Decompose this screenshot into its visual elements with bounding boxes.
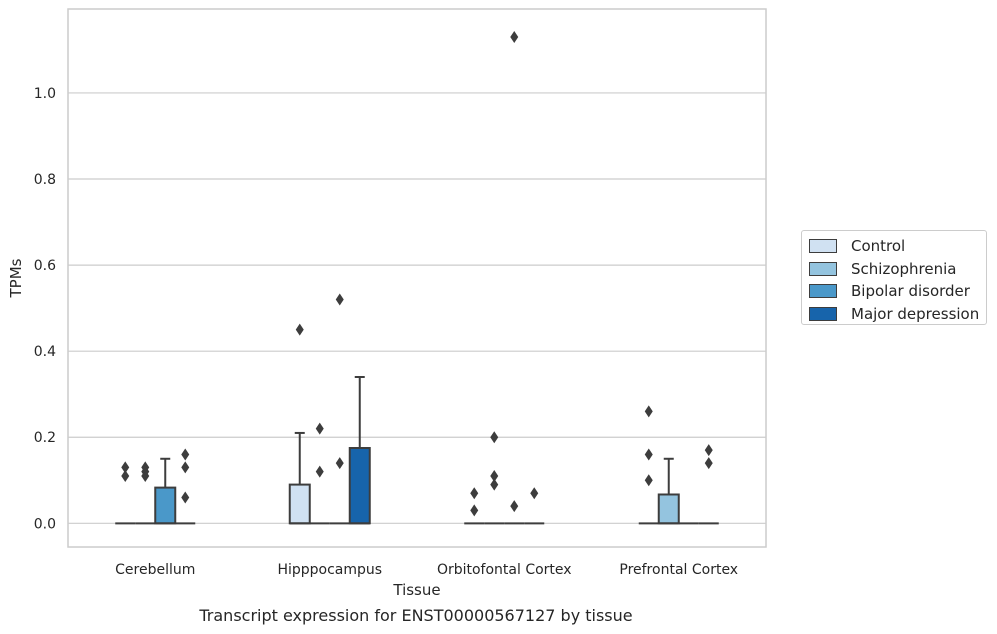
legend-label: Major depression <box>851 304 980 323</box>
legend-swatch <box>809 239 837 254</box>
box-major-depression <box>524 487 545 525</box>
box-bipolar-disorder <box>504 30 525 525</box>
outlier-point <box>315 422 324 435</box>
y-tick-label: 0.8 <box>34 172 56 188</box>
outlier-point <box>470 504 479 517</box>
legend-item: Major depression <box>802 303 986 326</box>
legend-item: Schizophrenia <box>802 258 986 281</box>
legend-label: Bipolar disorder <box>851 282 970 301</box>
y-tick-label: 0.2 <box>34 430 56 446</box>
legend-swatch <box>809 261 837 276</box>
x-axis-label: Tissue <box>392 581 440 599</box>
box-control <box>115 461 136 525</box>
y-tick-labels: 0.0 0.2 0.4 0.6 0.8 1.0 <box>34 86 56 532</box>
outlier-point <box>141 461 150 474</box>
boxes-layer <box>115 30 719 525</box>
outlier-point <box>530 487 539 500</box>
outlier-point <box>644 448 653 461</box>
y-tick-label: 1.0 <box>34 86 56 102</box>
outlier-point <box>121 469 130 482</box>
box-body <box>657 493 680 525</box>
legend: Control Schizophrenia Bipolar disorder Majo… <box>801 230 987 325</box>
y-axis-label: TPMs <box>7 258 25 298</box>
y-tick-label: 0.0 <box>34 516 56 532</box>
outlier-point <box>490 469 499 482</box>
outlier-point <box>644 474 653 487</box>
box-control <box>464 487 485 525</box>
legend-swatch <box>809 306 837 321</box>
box-major-depression <box>698 444 719 525</box>
outlier-point <box>181 491 190 504</box>
legend-label: Control <box>851 237 906 256</box>
legend-label: Schizophrenia <box>851 259 957 278</box>
outlier-point <box>490 478 499 491</box>
x-tick-labels: Cerebellum Hipppocampus Orbitofontal Corte… <box>115 562 738 578</box>
grid-lines <box>68 92 766 524</box>
box-body <box>348 447 371 525</box>
outlier-point <box>121 461 130 474</box>
outlier-point <box>181 461 190 474</box>
y-tick-label: 0.4 <box>34 344 56 360</box>
outlier-point <box>335 293 344 306</box>
box-control <box>288 323 311 525</box>
box-body <box>288 483 311 525</box>
legend-item: Bipolar disorder <box>802 280 986 303</box>
outlier-point <box>181 448 190 461</box>
outlier-point <box>704 457 713 470</box>
legend-item: Control <box>802 235 986 258</box>
box-schizophrenia <box>309 422 330 525</box>
outlier-point <box>704 444 713 457</box>
x-tick-label: Hipppocampus <box>277 562 382 578</box>
box-schizophrenia <box>657 457 680 525</box>
box-major-depression <box>348 375 371 525</box>
x-tick-label: Orbitofontal Cortex <box>437 562 572 578</box>
legend-swatch <box>809 284 837 299</box>
box-schizophrenia <box>484 431 505 525</box>
box-bipolar-disorder <box>154 457 177 525</box>
box-major-depression <box>175 448 196 525</box>
x-tick-label: Prefrontal Cortex <box>619 562 738 578</box>
outlier-point <box>315 465 324 478</box>
chart-title: Transcript expression for ENST0000056712… <box>199 606 633 625</box>
outlier-point <box>295 323 304 336</box>
box-schizophrenia <box>135 461 156 525</box>
outlier-point <box>490 431 499 444</box>
box-control <box>638 405 659 525</box>
outlier-point <box>510 30 519 43</box>
box-body <box>154 486 177 525</box>
outlier-point <box>335 457 344 470</box>
outlier-point <box>470 487 479 500</box>
outlier-point <box>644 405 653 418</box>
x-tick-label: Cerebellum <box>115 562 195 578</box>
outlier-point <box>510 500 519 513</box>
plot-frame <box>67 8 767 548</box>
y-tick-label: 0.6 <box>34 258 56 274</box>
box-bipolar-disorder <box>329 293 350 525</box>
